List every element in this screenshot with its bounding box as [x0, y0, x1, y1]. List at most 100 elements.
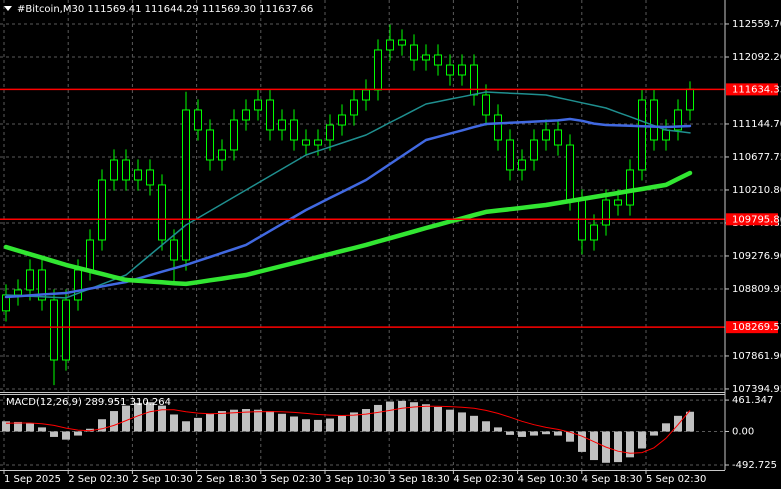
- macd-bar: [218, 411, 226, 432]
- macd-bar: [398, 400, 406, 432]
- candle-body: [674, 109, 682, 131]
- y-tick-label: 107861.90: [732, 351, 781, 362]
- macd-bar: [470, 415, 478, 432]
- candle-body: [662, 129, 670, 141]
- macd-bar: [578, 431, 586, 452]
- candle-body: [470, 64, 478, 96]
- macd-bar: [242, 409, 250, 432]
- candle-body: [410, 44, 418, 61]
- macd-bar: [266, 411, 274, 432]
- candle-body: [482, 94, 490, 116]
- macd-bar: [614, 431, 622, 463]
- y-tick-label: 108809.95: [732, 284, 781, 295]
- x-tick-label: 3 Sep 10:30: [325, 474, 385, 485]
- y-tick-label: 112092.20: [732, 52, 781, 63]
- candle-body: [650, 99, 658, 141]
- candle-body: [566, 144, 574, 201]
- candle-body: [194, 109, 202, 131]
- candle-body: [14, 289, 22, 296]
- macd-bar: [446, 409, 454, 432]
- candle-body: [614, 199, 622, 206]
- macd-bar: [26, 423, 34, 432]
- marks-layer: [2, 24, 694, 463]
- macd-bar: [170, 414, 178, 432]
- candle-body: [350, 99, 358, 116]
- y-tick-label: 107394.95: [732, 384, 781, 395]
- candle-body: [458, 64, 466, 76]
- collapse-icon[interactable]: [4, 6, 12, 11]
- overlay-layer: 112559.70 112092.20 111144.70 110677.75 1102…: [0, 19, 781, 485]
- y-tick-label: 461.347: [732, 395, 773, 406]
- macd-bar: [410, 402, 418, 432]
- candle-body: [26, 269, 34, 291]
- candle-body: [554, 129, 562, 146]
- candle-body: [158, 184, 166, 241]
- candle-body: [398, 39, 406, 46]
- candle-body: [170, 239, 178, 261]
- macd-bar: [674, 415, 682, 432]
- candle-body: [542, 129, 550, 141]
- macd-bar: [50, 431, 58, 437]
- candle-body: [242, 109, 250, 121]
- macd-bar: [566, 431, 574, 442]
- candle-body: [446, 64, 454, 76]
- macd-bar: [134, 402, 142, 432]
- macd-bar: [62, 431, 70, 440]
- x-tick-label: 4 Sep 10:30: [518, 474, 578, 485]
- macd-bar: [482, 421, 490, 432]
- macd-bar: [374, 404, 382, 432]
- macd-bar: [326, 418, 334, 432]
- y-tick-label: 111144.70: [732, 119, 781, 130]
- macd-bar: [362, 409, 370, 432]
- macd-bar: [530, 431, 538, 436]
- candle-body: [38, 269, 46, 301]
- price-level-tag: [726, 213, 778, 226]
- candle-body: [206, 129, 214, 161]
- macd-bar: [86, 428, 94, 432]
- candle-body: [326, 124, 334, 141]
- macd-bar: [278, 413, 286, 432]
- x-tick-label: 5 Sep 02:30: [646, 474, 706, 485]
- macd-bar: [206, 413, 214, 432]
- macd-bar: [554, 431, 562, 436]
- macd-bar: [542, 431, 550, 435]
- y-tick-label: 110210.80: [732, 185, 781, 196]
- candle-body: [386, 39, 394, 51]
- price-level-tag: [726, 321, 778, 334]
- candle-body: [302, 139, 310, 146]
- candle-body: [374, 49, 382, 91]
- macd-bar: [518, 431, 526, 437]
- candle-body: [626, 169, 634, 206]
- macd-bar: [74, 431, 82, 436]
- macd-bar: [230, 409, 238, 432]
- price-level-tag: [726, 83, 778, 96]
- candle-body: [494, 114, 502, 141]
- macd-bar: [98, 419, 106, 432]
- candle-body: [506, 139, 514, 171]
- macd-bar: [458, 412, 466, 432]
- macd-bar: [122, 405, 130, 432]
- price-level-label: 109795.86: [732, 214, 781, 225]
- macd-bar: [338, 415, 346, 432]
- candle-body: [434, 54, 442, 66]
- macd-bar: [422, 404, 430, 432]
- y-tick-label: 109276.90: [732, 251, 781, 262]
- moving-average: [3, 170, 693, 287]
- candle-body: [686, 88, 694, 111]
- candle-body: [422, 54, 430, 61]
- symbol-header: #Bitcoin,M30 111569.41 111644.29 111569.…: [17, 4, 313, 15]
- macd-bar: [146, 402, 154, 432]
- candle-body: [518, 159, 526, 171]
- y-tick-label: -492.725: [732, 460, 777, 471]
- macd-bar: [506, 431, 514, 435]
- candle-body: [602, 199, 610, 226]
- candle-body: [98, 179, 106, 241]
- candle-body: [266, 99, 274, 131]
- x-tick-label: 2 Sep 10:30: [132, 474, 192, 485]
- x-tick-label: 2 Sep 02:30: [68, 474, 128, 485]
- candle-body: [74, 269, 82, 301]
- macd-bar: [590, 431, 598, 461]
- candle-body: [314, 139, 322, 146]
